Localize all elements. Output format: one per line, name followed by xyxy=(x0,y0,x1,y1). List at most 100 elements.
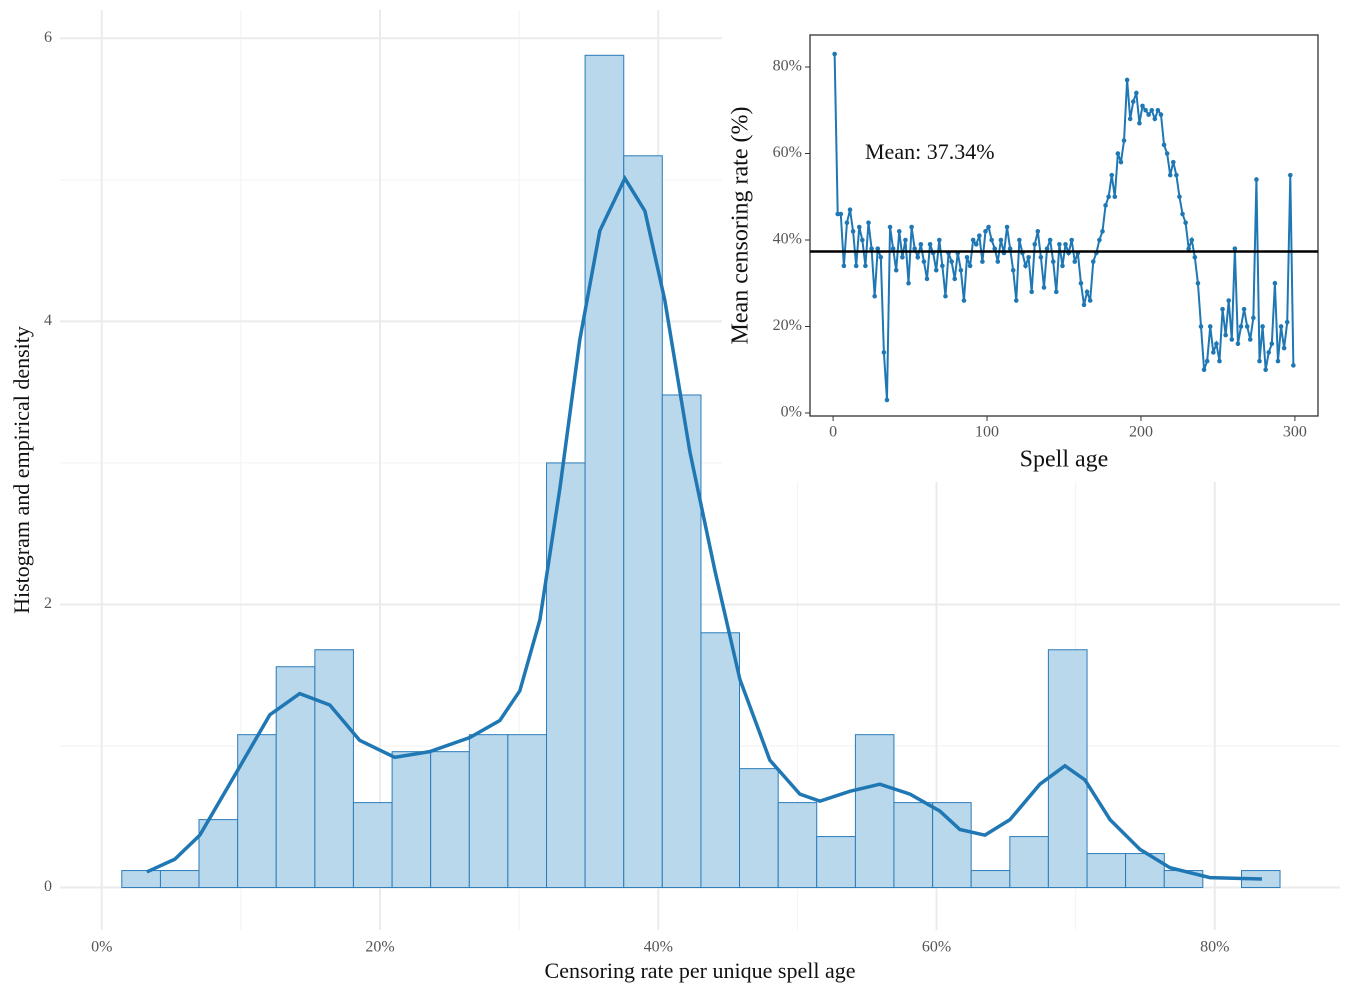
series-point xyxy=(1164,151,1170,156)
x-tick-label: 0 xyxy=(829,424,837,441)
series-point xyxy=(1287,172,1293,178)
y-tick-label: 0 xyxy=(44,878,52,895)
mean-annotation: Mean: 37.34% xyxy=(865,139,995,164)
series-point xyxy=(1232,246,1238,251)
series-point xyxy=(1220,306,1225,312)
series-point xyxy=(893,267,899,273)
series-point xyxy=(1047,237,1053,243)
series-point xyxy=(933,267,939,273)
series-point xyxy=(973,242,979,247)
series-point xyxy=(1054,289,1059,295)
histogram-bar xyxy=(1086,853,1127,889)
series-point xyxy=(1189,237,1195,243)
series-point xyxy=(1204,358,1210,364)
main-plot: 0% 20% 40% 60% 80% 0 2 4 6 xyxy=(44,10,1340,956)
series-point xyxy=(1130,99,1136,104)
series-point xyxy=(1272,280,1278,286)
x-tick-label: 80% xyxy=(1200,939,1229,956)
series-point xyxy=(1100,229,1105,234)
series-point xyxy=(1149,107,1155,113)
series-point xyxy=(1180,211,1185,217)
series-point xyxy=(903,237,908,243)
x-tick-label: 60% xyxy=(922,939,951,956)
series-point xyxy=(1211,350,1216,355)
series-point xyxy=(1072,259,1078,264)
series-point xyxy=(1241,306,1247,312)
series-point xyxy=(1097,237,1102,243)
series-point xyxy=(1050,259,1056,264)
series-point xyxy=(1177,194,1182,200)
series-point xyxy=(863,263,868,269)
histogram-bar xyxy=(507,734,548,889)
histogram-bar xyxy=(893,802,934,889)
series-point xyxy=(915,254,921,260)
series-point xyxy=(884,397,890,403)
series-point xyxy=(1026,254,1031,260)
series-point xyxy=(1013,298,1019,303)
series-point xyxy=(1266,350,1272,355)
series-point xyxy=(1004,224,1010,230)
y-tick-label: 40% xyxy=(773,231,802,248)
series-point xyxy=(1032,242,1038,247)
series-point xyxy=(1115,151,1121,156)
series-point xyxy=(896,229,902,234)
series-point xyxy=(1244,324,1250,329)
series-point xyxy=(1146,112,1151,117)
y-tick-label: 2 xyxy=(44,595,52,612)
series-point xyxy=(1035,229,1041,234)
series-point xyxy=(949,259,954,264)
series-point xyxy=(1170,159,1176,165)
series-point xyxy=(872,293,877,299)
series-point xyxy=(1223,332,1228,338)
x-axis-label: Censoring rate per unique spell age xyxy=(545,958,856,983)
series-point xyxy=(1106,194,1111,200)
series-point xyxy=(1127,116,1133,122)
y-tick-label: 20% xyxy=(773,317,802,334)
series-point xyxy=(1041,285,1047,290)
series-point xyxy=(1247,337,1253,342)
y-tick-label: 60% xyxy=(773,144,802,161)
histogram-bar xyxy=(121,870,161,889)
series-point xyxy=(1257,358,1262,364)
series-point xyxy=(1060,263,1065,269)
series-point xyxy=(986,224,991,230)
series-point xyxy=(980,259,985,264)
series-point xyxy=(844,220,850,225)
series-point xyxy=(1152,116,1158,122)
series-point xyxy=(1063,242,1068,247)
series-point xyxy=(1140,103,1145,109)
series-point xyxy=(890,246,896,251)
series-point xyxy=(1069,237,1074,243)
series-point xyxy=(977,233,982,238)
x-tick-label: 20% xyxy=(365,939,394,956)
histogram-bar xyxy=(468,734,509,889)
series-point xyxy=(1284,319,1290,325)
series-point xyxy=(961,298,967,303)
series-point xyxy=(1109,172,1115,178)
histogram-bar xyxy=(198,819,239,889)
inset-frame xyxy=(809,34,1319,417)
series-point xyxy=(1044,246,1050,251)
series-point xyxy=(1161,142,1167,148)
series-point xyxy=(881,350,887,355)
series-point xyxy=(998,237,1004,243)
series-point xyxy=(909,224,914,230)
histogram-bar xyxy=(700,632,741,889)
series-point xyxy=(875,246,881,251)
series-point xyxy=(850,229,856,234)
series-point xyxy=(989,237,994,243)
series-point xyxy=(900,254,905,260)
histogram-bar xyxy=(159,870,200,889)
histogram-bar xyxy=(854,734,895,889)
series-point xyxy=(912,246,917,251)
series-line xyxy=(833,54,1295,401)
series-point xyxy=(1121,138,1127,143)
x-tick-label: 300 xyxy=(1283,424,1307,441)
density-line xyxy=(146,174,1262,881)
series-point xyxy=(1238,324,1244,329)
histogram-bar xyxy=(970,870,1011,889)
series-point xyxy=(1174,172,1179,178)
series-point xyxy=(1087,298,1093,303)
series-point xyxy=(1090,259,1096,264)
series-point xyxy=(1192,254,1198,260)
